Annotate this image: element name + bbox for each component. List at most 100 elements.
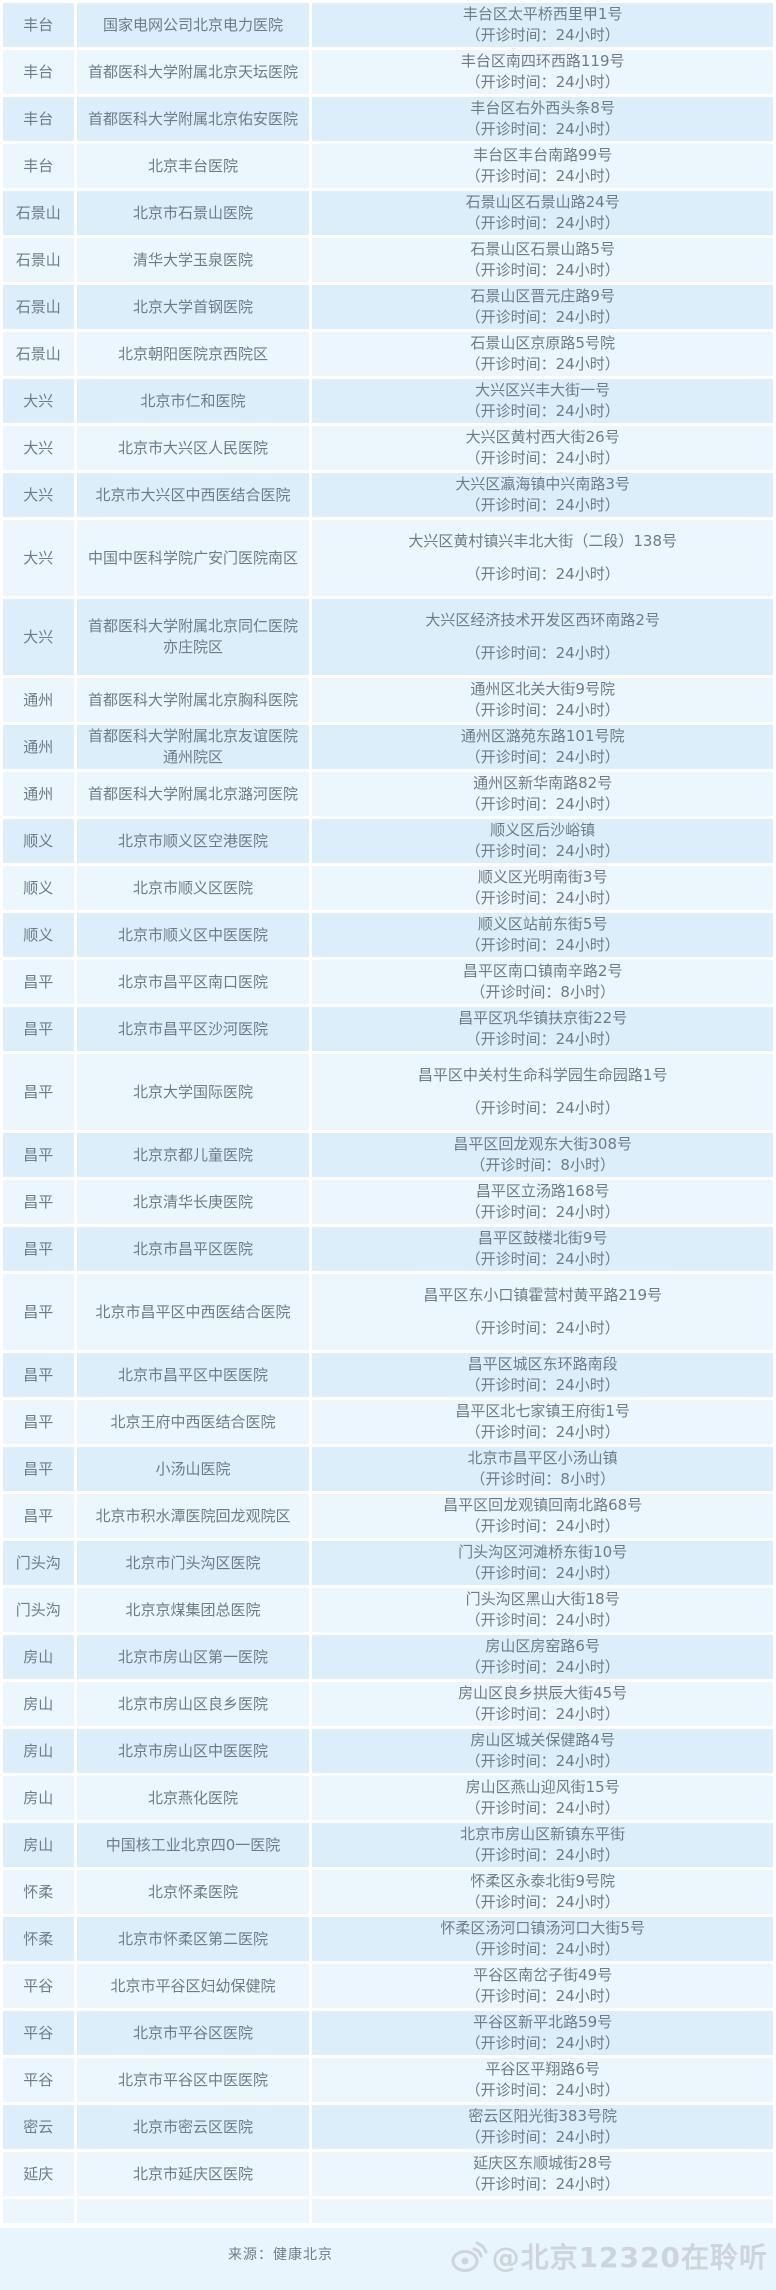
address-line: 昌平区回龙观东大街308号 xyxy=(453,1135,632,1153)
address-line: 通州区潞苑东路101号院 xyxy=(460,727,625,745)
hours-line: （开诊时间：24小时） xyxy=(465,2128,620,2146)
address-cell: 通州区潞苑东路101号院 （开诊时间：24小时） xyxy=(312,725,773,769)
district-cell: 昌平 xyxy=(3,1227,74,1271)
address-cell: 昌平区中关村生命科学园生命园路1号 （开诊时间：24小时） xyxy=(312,1054,773,1130)
table-row: 房山 北京市房山区良乡医院 房山区良乡拱辰大街45号 （开诊时间：24小时） xyxy=(3,1682,773,1726)
hospital-cell: 北京市房山区中医医院 xyxy=(76,1729,310,1773)
address-line: 昌平区中关村生命科学园生命园路1号 xyxy=(417,1066,668,1084)
hospital-cell: 北京市大兴区人民医院 xyxy=(76,426,310,470)
hospital-cell: 北京市房山区第一医院 xyxy=(76,1635,310,1679)
address-line: 丰台区太平桥西里甲1号 xyxy=(462,5,623,23)
address-cell: 昌平区立汤路168号 （开诊时间：24小时） xyxy=(312,1180,773,1224)
address-line: 昌平区东小口镇霍营村黄平路219号 xyxy=(423,1286,662,1304)
hours-line: （开诊时间：24小时） xyxy=(465,73,620,91)
table-row: 昌平 北京清华长庚医院 昌平区立汤路168号 （开诊时间：24小时） xyxy=(3,1180,773,1224)
hours-line: （开诊时间：8小时） xyxy=(470,983,615,1001)
hospital-cell: 北京市平谷区医院 xyxy=(76,2011,310,2055)
address-cell: 丰台区右外西头条8号 （开诊时间：24小时） xyxy=(312,97,773,141)
address-line: 大兴区兴丰大街一号 xyxy=(475,381,611,399)
address-line: 平谷区南岔子街49号 xyxy=(473,1966,613,1984)
address-line: 昌平区北七家镇王府街1号 xyxy=(455,1402,630,1420)
hours-line: （开诊时间：8小时） xyxy=(470,1156,615,1174)
district-cell: 丰台 xyxy=(3,144,74,188)
hospital-cell: 北京市昌平区中西医结合医院 xyxy=(76,1274,310,1350)
address-cell: 顺义区光明南街3号 （开诊时间：24小时） xyxy=(312,866,773,910)
district-cell: 石景山 xyxy=(3,285,74,329)
address-line: 昌平区城区东环路南段 xyxy=(467,1355,618,1373)
address-cell: 密云区阳光街383号院 （开诊时间：24小时） xyxy=(312,2105,773,2149)
address-line: 北京市昌平区小汤山镇 xyxy=(467,1449,618,1467)
district-cell: 平谷 xyxy=(3,2058,74,2102)
table-row: 石景山 北京市石景山医院 石景山区石景山路24号 （开诊时间：24小时） xyxy=(3,191,773,235)
address-cell: 怀柔区汤河口镇汤河口大街5号 （开诊时间：24小时） xyxy=(312,1917,773,1961)
address-line: 昌平区鼓楼北街9号 xyxy=(477,1229,608,1247)
address-cell: 大兴区兴丰大街一号 （开诊时间：24小时） xyxy=(312,379,773,423)
address-line: 顺义区站前东街5号 xyxy=(477,915,608,933)
hospital-cell: 北京市平谷区妇幼保健院 xyxy=(76,1964,310,2008)
hospital-cell: 北京市昌平区沙河医院 xyxy=(76,1007,310,1051)
district-cell: 昌平 xyxy=(3,960,74,1004)
hours-line: （开诊时间：24小时） xyxy=(465,1099,620,1117)
address-cell: 通州区北关大街9号院 （开诊时间：24小时） xyxy=(312,678,773,722)
hospital-cell: 清华大学玉泉医院 xyxy=(76,238,310,282)
hospital-cell: 北京怀柔医院 xyxy=(76,1870,310,1914)
table-row: 昌平 北京市积水潭医院回龙观院区 昌平区回龙观镇回南北路68号 （开诊时间：24… xyxy=(3,1494,773,1538)
address-line: 延庆区东顺城街28号 xyxy=(473,2154,613,2172)
district-cell: 丰台 xyxy=(3,3,74,47)
address-cell: 大兴区黄村镇兴丰北大街（二段）138号 （开诊时间：24小时） xyxy=(312,520,773,596)
hours-line: （开诊时间：24小时） xyxy=(465,1940,620,1958)
hours-line: （开诊时间：24小时） xyxy=(465,701,620,719)
hospital-cell: 北京市顺义区医院 xyxy=(76,866,310,910)
hospital-cell: 北京市顺义区中医医院 xyxy=(76,913,310,957)
table-row: 丰台 首都医科大学附属北京佑安医院 丰台区右外西头条8号 （开诊时间：24小时） xyxy=(3,97,773,141)
hospital-cell: 首都医科大学附属北京胸科医院 xyxy=(76,678,310,722)
hospital-cell: 北京京都儿童医院 xyxy=(76,1133,310,1177)
district-cell: 大兴 xyxy=(3,379,74,423)
hospital-cell: 北京市密云区医院 xyxy=(76,2105,310,2149)
address-line: 怀柔区汤河口镇汤河口大街5号 xyxy=(440,1919,645,1937)
address-line: 丰台区南四环西路119号 xyxy=(460,52,625,70)
address-cell: 昌平区北七家镇王府街1号 （开诊时间：24小时） xyxy=(312,1400,773,1444)
hospital-cell: 中国核工业北京四0一医院 xyxy=(76,1823,310,1867)
table-row: 丰台 北京丰台医院 丰台区丰台南路99号 （开诊时间：24小时） xyxy=(3,144,773,188)
hours-line: （开诊时间：24小时） xyxy=(465,1203,620,1221)
table-row: 大兴 中国中医科学院广安门医院南区 大兴区黄村镇兴丰北大街（二段）138号 （开… xyxy=(3,520,773,596)
district-cell: 昌平 xyxy=(3,1494,74,1538)
table-row: 昌平 北京京都儿童医院 昌平区回龙观东大街308号 （开诊时间：8小时） xyxy=(3,1133,773,1177)
hospital-cell: 北京市延庆区医院 xyxy=(76,2152,310,2196)
address-line: 大兴区黄村镇兴丰北大街（二段）138号 xyxy=(408,532,677,550)
address-cell: 怀柔区永泰北街9号院 （开诊时间：24小时） xyxy=(312,1870,773,1914)
district-cell: 昌平 xyxy=(3,1180,74,1224)
district-cell: 通州 xyxy=(3,772,74,816)
address-line: 门头沟区河滩桥东街10号 xyxy=(458,1543,628,1561)
district-cell: 石景山 xyxy=(3,332,74,376)
table-row: 顺义 北京市顺义区医院 顺义区光明南街3号 （开诊时间：24小时） xyxy=(3,866,773,910)
address-line: 石景山区石景山路24号 xyxy=(465,193,620,211)
table-row: 门头沟 北京市门头沟区医院 门头沟区河滩桥东街10号 （开诊时间：24小时） xyxy=(3,1541,773,1585)
address-cell: 房山区良乡拱辰大街45号 （开诊时间：24小时） xyxy=(312,1682,773,1726)
address-line: 门头沟区黑山大街18号 xyxy=(465,1590,620,1608)
address-cell: 大兴区经济技术开发区西环南路2号 （开诊时间：24小时） xyxy=(312,599,773,675)
district-cell: 石景山 xyxy=(3,238,74,282)
address-line: 房山区房窑路6号 xyxy=(485,1637,600,1655)
hospital-cell: 国家电网公司北京电力医院 xyxy=(76,3,310,47)
district-cell: 昌平 xyxy=(3,1054,74,1130)
address-cell: 通州区新华南路82号 （开诊时间：24小时） xyxy=(312,772,773,816)
hours-line: （开诊时间：8小时） xyxy=(470,1470,615,1488)
hospital-cell: 中国中医科学院广安门医院南区 xyxy=(76,520,310,596)
hours-line: （开诊时间：24小时） xyxy=(465,1846,620,1864)
district-cell: 昌平 xyxy=(3,1400,74,1444)
table-row: 平谷 北京市平谷区中医医院 平谷区平翔路6号 （开诊时间：24小时） xyxy=(3,2058,773,2102)
district-cell: 怀柔 xyxy=(3,1917,74,1961)
table-row: 通州 首都医科大学附属北京友谊医院通州院区 通州区潞苑东路101号院 （开诊时间… xyxy=(3,725,773,769)
hours-line: （开诊时间：24小时） xyxy=(465,1658,620,1676)
district-cell: 大兴 xyxy=(3,426,74,470)
table-row: 大兴 北京市大兴区人民医院 大兴区黄村西大街26号 （开诊时间：24小时） xyxy=(3,426,773,470)
address-line: 石景山区石景山路5号 xyxy=(470,240,615,258)
address-line: 昌平区回龙观镇回南北路68号 xyxy=(443,1496,643,1514)
hospital-cell: 北京市门头沟区医院 xyxy=(76,1541,310,1585)
hours-line: （开诊时间：24小时） xyxy=(465,214,620,232)
hospital-cell: 北京市昌平区中医医院 xyxy=(76,1353,310,1397)
address-line: 石景山区晋元庄路9号 xyxy=(470,287,615,305)
address-cell: 顺义区后沙峪镇 （开诊时间：24小时） xyxy=(312,819,773,863)
